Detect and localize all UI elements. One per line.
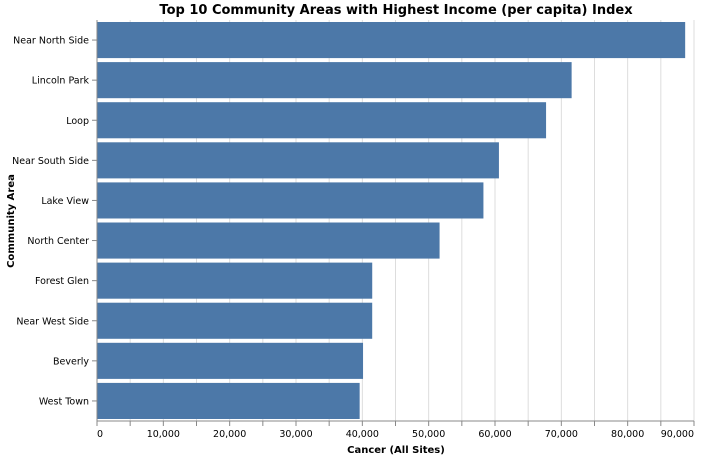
bar [97, 142, 499, 179]
x-axis-title: Cancer (All Sites) [347, 445, 445, 456]
x-tick-label: 10,000 [147, 429, 180, 440]
y-axis: Near North Side Lincoln Park Loop Near Sout… [12, 20, 98, 421]
y-tick-label: Lincoln Park [32, 76, 90, 87]
x-tick-label: 20,000 [213, 429, 246, 440]
bar [97, 182, 484, 219]
bar [97, 22, 686, 59]
y-tick-label: Lake View [41, 196, 89, 207]
x-axis: 0 10,000 20,000 30,000 40,000 50,000 60,000 70,… [96, 420, 695, 440]
x-tick-label: 30,000 [279, 429, 312, 440]
y-tick-label: Near South Side [12, 156, 89, 167]
bar [97, 62, 572, 99]
y-tick-label: North Center [27, 236, 89, 247]
x-tick-label: 0 [97, 429, 103, 440]
y-tick-label: Forest Glen [35, 276, 89, 287]
x-tick-label: 80,000 [611, 429, 644, 440]
chart-title: Top 10 Community Areas with Highest Inco… [159, 3, 633, 18]
y-tick-label: Near North Side [13, 36, 89, 47]
y-axis-title: Community Area [6, 174, 17, 268]
bar [97, 102, 547, 139]
bar [97, 262, 373, 299]
y-tick-label: Loop [66, 116, 89, 127]
y-tick-label: Beverly [53, 356, 89, 367]
x-tick-label: 60,000 [478, 429, 511, 440]
x-tick-label: 70,000 [545, 429, 578, 440]
bar [97, 382, 360, 419]
bar [97, 342, 364, 379]
y-tick-label: West Town [39, 396, 89, 407]
x-tick-label: 40,000 [346, 429, 379, 440]
bars [97, 22, 686, 419]
x-tick-label: 90,000 [661, 429, 694, 440]
x-tick-label: 50,000 [412, 429, 445, 440]
y-tick-label: Near West Side [16, 316, 89, 327]
bar [97, 222, 440, 259]
bar [97, 302, 373, 339]
